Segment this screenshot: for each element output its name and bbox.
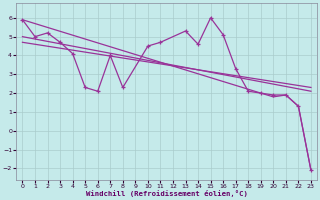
X-axis label: Windchill (Refroidissement éolien,°C): Windchill (Refroidissement éolien,°C) — [86, 190, 248, 197]
